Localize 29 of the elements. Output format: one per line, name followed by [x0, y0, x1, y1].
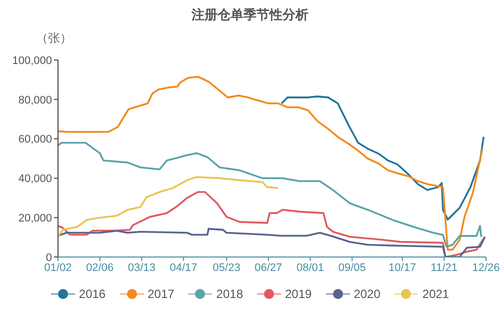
- y-axis-title: （张）: [36, 30, 72, 47]
- x-tick-label: 09/05: [338, 262, 366, 274]
- legend-label: 2018: [216, 287, 243, 301]
- y-tick-label: 60,000: [18, 134, 52, 146]
- x-tick-label: 02/06: [86, 262, 114, 274]
- x-tick-label: 01/02: [44, 262, 72, 274]
- y-tick-label: 80,000: [18, 94, 52, 106]
- x-tick-label: 05/23: [212, 262, 240, 274]
- x-tick-label: 11/21: [430, 262, 458, 274]
- legend-label: 2021: [422, 287, 450, 301]
- y-tick-label: 100,000: [12, 54, 52, 67]
- legend-label: 2019: [285, 287, 312, 301]
- chart-title: 注册仓单季节性分析: [190, 6, 310, 24]
- y-tick-label: 0: [46, 252, 52, 264]
- x-tick-label: 04/17: [170, 262, 198, 274]
- y-tick-label: 40,000: [18, 173, 52, 186]
- line-series: [58, 176, 279, 238]
- x-tick-label: 08/01: [296, 262, 324, 274]
- legend-label: 2016: [78, 287, 106, 301]
- line-series: [58, 76, 484, 251]
- x-tick-label: 06/27: [254, 262, 282, 274]
- legend-label: 2017: [148, 287, 174, 301]
- x-tick-label: 10/17: [388, 262, 416, 274]
- line-series: [58, 142, 482, 248]
- x-tick-label: 03/13: [128, 262, 156, 274]
- line-series: [280, 96, 485, 220]
- legend-label: 2020: [354, 287, 380, 301]
- y-tick-label: 20,000: [18, 212, 52, 225]
- x-tick-label: 12/26: [472, 262, 500, 274]
